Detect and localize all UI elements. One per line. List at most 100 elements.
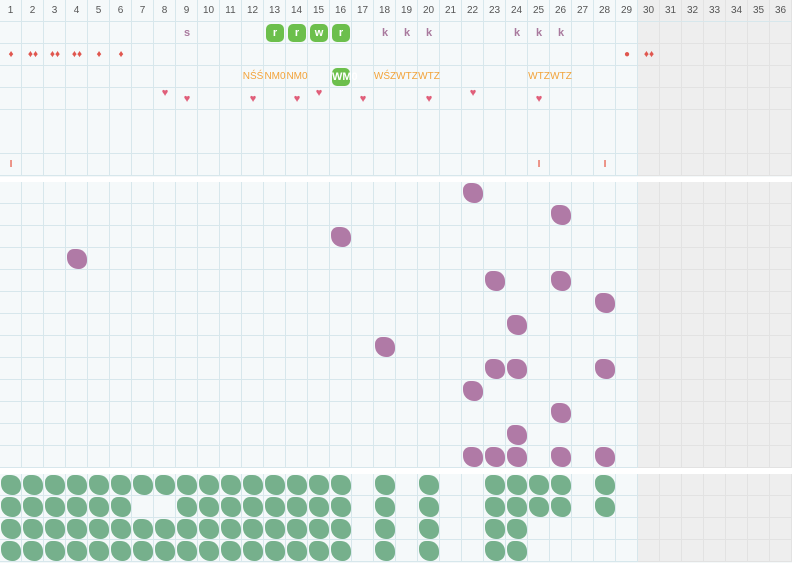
grid-cell[interactable] [594,248,616,270]
grid-cell[interactable] [110,66,132,88]
grid-cell[interactable] [308,292,330,314]
grid-cell[interactable] [198,154,220,176]
grid-cell[interactable] [682,88,704,110]
grid-cell[interactable] [440,248,462,270]
grid-cell[interactable] [176,66,198,88]
grid-cell[interactable] [506,380,528,402]
grid-cell[interactable] [528,518,550,540]
grid-cell[interactable] [528,292,550,314]
grid-cell[interactable] [528,424,550,446]
grid-cell[interactable] [286,88,308,110]
grid-cell[interactable] [440,540,462,562]
grid-cell[interactable] [242,380,264,402]
activity-blob[interactable] [177,541,197,561]
grid-cell[interactable] [396,248,418,270]
grid-cell[interactable] [682,110,704,154]
grid-cell[interactable] [550,226,572,248]
grid-cell[interactable] [704,154,726,176]
symptom-blob[interactable] [551,403,571,423]
grid-cell[interactable] [594,66,616,88]
grid-cell[interactable] [198,402,220,424]
grid-cell[interactable] [440,424,462,446]
grid-cell[interactable] [506,154,528,176]
grid-cell[interactable] [594,226,616,248]
grid-cell[interactable] [594,402,616,424]
grid-cell[interactable] [462,88,484,110]
activity-blob[interactable] [1,541,21,561]
grid-cell[interactable] [0,66,22,88]
grid-cell[interactable] [374,226,396,248]
grid-cell[interactable] [198,204,220,226]
grid-cell[interactable] [66,154,88,176]
grid-cell[interactable] [770,314,792,336]
grid-cell[interactable] [22,88,44,110]
grid-cell[interactable] [572,182,594,204]
grid-cell[interactable] [616,204,638,226]
grid-cell[interactable] [770,270,792,292]
grid-cell[interactable] [726,204,748,226]
grid-cell[interactable] [330,358,352,380]
grid-cell[interactable] [550,88,572,110]
grid-cell[interactable] [242,66,264,88]
activity-blob[interactable] [265,497,285,517]
grid-cell[interactable] [220,44,242,66]
grid-cell[interactable] [44,110,66,154]
grid-cell[interactable] [506,44,528,66]
grid-cell[interactable] [176,248,198,270]
grid-cell[interactable] [352,44,374,66]
grid-cell[interactable] [550,44,572,66]
grid-cell[interactable] [726,226,748,248]
grid-cell[interactable] [374,292,396,314]
grid-cell[interactable] [550,518,572,540]
grid-cell[interactable] [308,380,330,402]
grid-cell[interactable] [176,270,198,292]
grid-cell[interactable] [0,226,22,248]
grid-cell[interactable] [726,518,748,540]
grid-cell[interactable] [352,446,374,468]
grid-cell[interactable] [770,154,792,176]
grid-cell[interactable] [616,314,638,336]
grid-cell[interactable] [484,66,506,88]
grid-cell[interactable] [572,496,594,518]
grid-cell[interactable] [66,226,88,248]
activity-blob[interactable] [375,475,395,495]
grid-cell[interactable] [418,22,440,44]
grid-cell[interactable] [242,22,264,44]
grid-cell[interactable] [572,226,594,248]
grid-cell[interactable] [0,270,22,292]
grid-cell[interactable] [484,226,506,248]
grid-cell[interactable] [396,358,418,380]
grid-cell[interactable] [528,402,550,424]
grid-cell[interactable] [682,518,704,540]
grid-cell[interactable] [616,248,638,270]
grid-cell[interactable] [484,110,506,154]
grid-cell[interactable] [418,88,440,110]
grid-cell[interactable] [638,154,660,176]
grid-cell[interactable] [660,380,682,402]
grid-cell[interactable] [506,248,528,270]
grid-cell[interactable] [44,154,66,176]
grid-cell[interactable] [748,204,770,226]
grid-cell[interactable] [176,358,198,380]
grid-cell[interactable] [660,314,682,336]
grid-cell[interactable] [726,314,748,336]
grid-cell[interactable] [638,540,660,562]
grid-cell[interactable] [770,22,792,44]
grid-cell[interactable] [528,248,550,270]
grid-cell[interactable] [572,248,594,270]
grid-cell[interactable] [462,22,484,44]
grid-cell[interactable] [418,380,440,402]
grid-cell[interactable] [308,154,330,176]
grid-cell[interactable] [0,182,22,204]
grid-cell[interactable] [44,88,66,110]
grid-cell[interactable] [176,22,198,44]
grid-cell[interactable] [330,292,352,314]
grid-cell[interactable] [770,446,792,468]
grid-cell[interactable] [682,44,704,66]
symptom-blob[interactable] [507,425,527,445]
grid-cell[interactable] [330,314,352,336]
activity-blob[interactable] [507,519,527,539]
grid-cell[interactable] [176,204,198,226]
grid-cell[interactable] [374,380,396,402]
grid-cell[interactable] [528,380,550,402]
